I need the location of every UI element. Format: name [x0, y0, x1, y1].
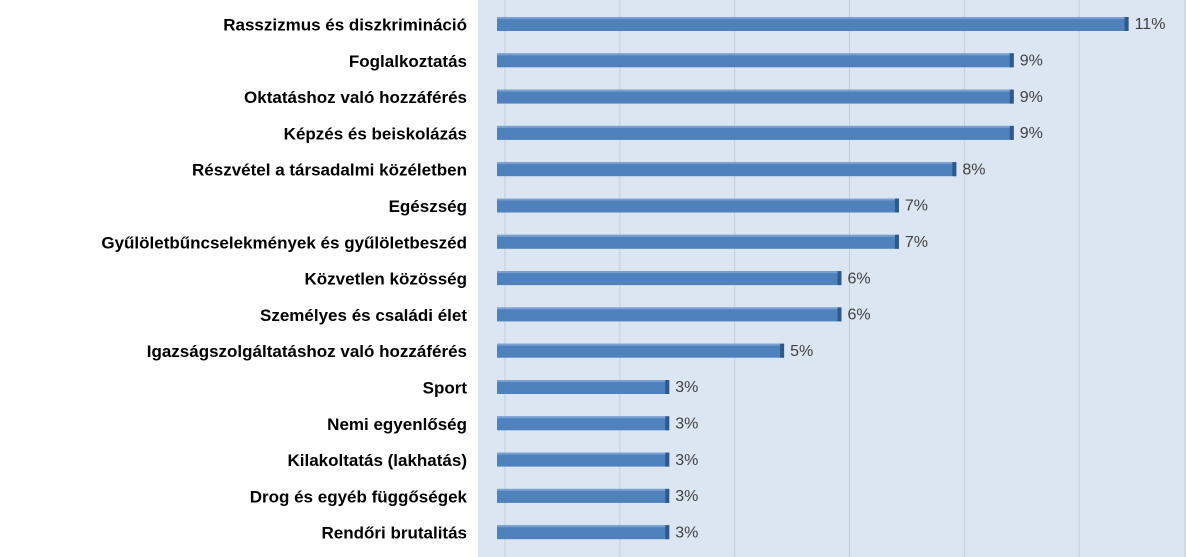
bar-side	[1124, 17, 1129, 31]
bar-side	[780, 343, 785, 358]
category-label: Sport	[423, 378, 468, 397]
category-label: Foglalkoztatás	[349, 52, 467, 71]
bar-top	[497, 198, 899, 201]
bar-top	[497, 452, 670, 455]
bar	[497, 307, 842, 322]
category-label: Drog és egyéb függőségek	[250, 487, 468, 506]
category-label: Kilakoltatás (lakhatás)	[287, 451, 467, 470]
bar-top	[497, 380, 670, 382]
bar-side	[837, 271, 842, 286]
value-label: 3%	[675, 488, 698, 505]
bar-top	[497, 271, 842, 274]
value-label: 6%	[848, 307, 871, 324]
bar-top	[497, 17, 1129, 19]
category-label: Személyes és családi élet	[260, 306, 467, 325]
bar-top	[497, 416, 670, 419]
value-label: 11%	[1135, 16, 1166, 33]
category-label: Rasszizmus és diszkrimináció	[223, 15, 467, 34]
category-label: Képzés és beiskolázás	[284, 124, 467, 143]
bar-side	[837, 307, 842, 322]
category-label: Rendőri brutalitás	[322, 524, 467, 543]
bar-top	[497, 162, 957, 165]
category-label: Oktatáshoz való hozzáférés	[244, 88, 467, 107]
bar-side	[665, 525, 670, 540]
bar	[497, 380, 670, 394]
bar	[497, 125, 1014, 140]
value-label: 9%	[1020, 53, 1043, 70]
bar-side	[1009, 53, 1014, 68]
bar-side	[665, 488, 670, 503]
category-label: Igazságszolgáltatáshoz való hozzáférés	[147, 342, 467, 361]
category-label: Részvétel a társadalmi közéletben	[192, 161, 467, 180]
bar-top	[497, 307, 842, 310]
bar-side	[894, 198, 899, 213]
bar	[497, 89, 1014, 104]
bar	[497, 271, 842, 286]
category-label: Egészség	[389, 197, 467, 216]
bar	[497, 488, 670, 503]
value-label: 9%	[1020, 89, 1043, 106]
value-label: 8%	[962, 161, 985, 178]
value-label: 3%	[675, 379, 698, 396]
bar-top	[497, 53, 1014, 56]
bar	[497, 452, 670, 467]
bar	[497, 416, 670, 431]
bar	[497, 17, 1129, 31]
bar-side	[1009, 89, 1014, 104]
bar	[497, 234, 899, 249]
bar-side	[665, 452, 670, 467]
bar-side	[1009, 125, 1014, 140]
bar	[497, 525, 670, 540]
category-label: Nemi egyenlőség	[327, 415, 467, 434]
value-label: 5%	[790, 343, 813, 360]
bar	[497, 162, 957, 177]
value-label: 9%	[1020, 125, 1043, 142]
bar	[497, 198, 899, 213]
bar-top	[497, 488, 670, 491]
value-label: 3%	[675, 452, 698, 469]
value-label: 3%	[675, 416, 698, 433]
bar	[497, 53, 1014, 68]
category-label: Gyűlöletbűncselekmények és gyűlöletbeszé…	[101, 233, 467, 252]
value-label: 6%	[848, 270, 871, 287]
bar-top	[497, 125, 1014, 128]
bar-top	[497, 234, 899, 237]
value-label: 7%	[905, 198, 928, 215]
category-label: Közvetlen közösség	[305, 270, 468, 289]
bar-side	[894, 234, 899, 249]
value-label: 7%	[905, 234, 928, 251]
bar-top	[497, 89, 1014, 92]
value-label: 3%	[675, 524, 698, 541]
bar-side	[665, 416, 670, 431]
bar-top	[497, 343, 785, 346]
bar-top	[497, 525, 670, 528]
bar	[497, 343, 785, 358]
bar-side	[952, 162, 957, 177]
bar-side	[665, 380, 670, 394]
